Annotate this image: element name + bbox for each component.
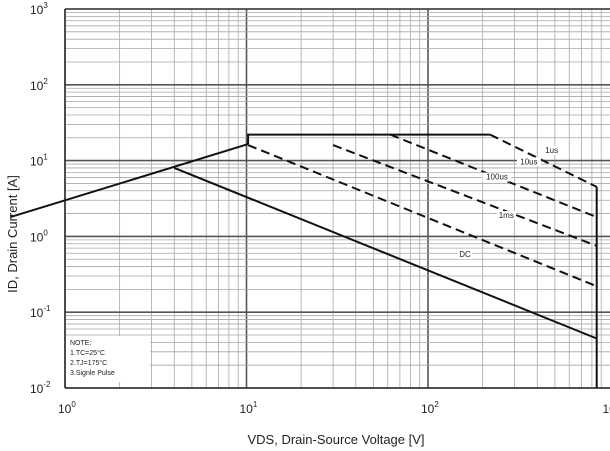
x-axis-title: VDS, Drain-Source Voltage [V] <box>247 432 424 447</box>
grid <box>64 8 610 389</box>
curve-label-background <box>458 250 473 260</box>
y-tick-label: 100 <box>30 228 48 244</box>
soa-boundary-line <box>10 143 249 219</box>
y-axis-title: ID, Drain Current [A] <box>5 175 20 293</box>
x-tick-label: 100 <box>58 400 76 416</box>
x-tick-label: 103 <box>603 400 610 416</box>
note-box: NOTE: 1.TC=25°C 2.TJ=175°C 3.Signle Puls… <box>66 336 150 382</box>
plot-background <box>65 9 610 388</box>
x-tick-label: 102 <box>421 400 439 416</box>
tick-labels: 103 102 101 100 10-1 10-2 100 101 102 103 <box>30 1 610 416</box>
curve-10us <box>389 133 598 219</box>
note-line: 1.TC=25°C <box>70 349 105 357</box>
note-line: 2.TJ=175°C <box>70 359 107 367</box>
x-tick-label: 101 <box>240 400 258 416</box>
curve-label-background <box>496 211 516 221</box>
curve-label: 100us <box>486 173 508 182</box>
curve-label-background <box>542 145 562 155</box>
soa-boundary-line <box>247 133 491 145</box>
note-line: 3.Signle Pulse <box>70 370 115 377</box>
curve-label: 1ms <box>499 211 514 220</box>
curve-label: 10us <box>520 157 537 166</box>
curves <box>10 133 598 388</box>
y-tick-label: 102 <box>30 77 48 93</box>
y-tick-label: 10-2 <box>30 380 51 396</box>
curve-label: DC <box>459 250 471 259</box>
curve-labels: DC 1ms 100us 10us 1us <box>458 145 562 260</box>
curve-label-background <box>482 172 512 182</box>
curve-100us <box>332 144 598 247</box>
curve-label-background <box>516 157 541 167</box>
curve-1ms <box>247 144 598 288</box>
y-tick-label: 103 <box>30 1 48 17</box>
y-tick-label: 101 <box>30 153 48 169</box>
curve-dc <box>173 166 598 340</box>
note-line: NOTE: <box>70 340 91 347</box>
y-tick-label: 10-1 <box>30 304 51 320</box>
curve-label: 1us <box>545 146 558 155</box>
curve-1us <box>489 133 598 188</box>
